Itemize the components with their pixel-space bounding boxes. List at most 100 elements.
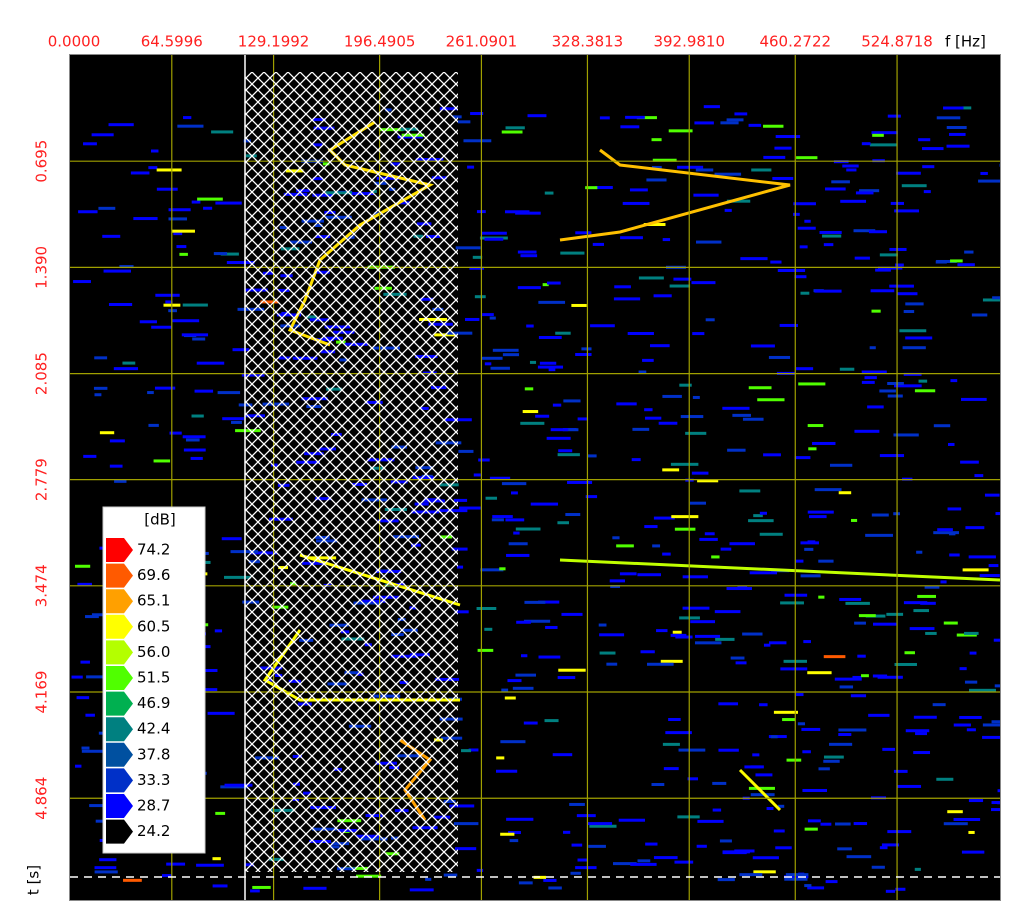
texture-dash: [538, 655, 561, 659]
texture-dash: [918, 379, 928, 383]
texture-dash: [682, 606, 710, 610]
texture-dash: [671, 515, 699, 519]
x-tick-label: 392.9810: [653, 33, 725, 51]
texture-dash: [484, 362, 492, 366]
texture-dash: [957, 263, 975, 267]
texture-dash: [895, 887, 906, 891]
texture-dash: [748, 386, 772, 390]
texture-dash: [719, 839, 732, 843]
selection-hatch[interactable]: [245, 72, 458, 872]
texture-dash: [712, 808, 722, 812]
texture-dash: [501, 482, 527, 486]
texture-dash: [74, 564, 91, 568]
texture-dash: [882, 747, 896, 751]
texture-dash: [823, 755, 844, 759]
texture-dash: [793, 212, 800, 216]
texture-dash: [893, 433, 919, 437]
texture-dash: [506, 553, 530, 557]
texture-dash: [773, 710, 798, 714]
texture-dash: [653, 516, 675, 520]
texture-dash: [739, 873, 763, 877]
colorbar-label: 42.4: [137, 720, 170, 738]
texture-dash: [786, 758, 802, 762]
texture-dash: [530, 502, 559, 506]
texture-dash: [512, 686, 534, 690]
texture-dash: [886, 612, 904, 616]
colorbar-swatch: [106, 742, 133, 767]
texture-dash: [950, 379, 958, 383]
texture-dash: [148, 166, 158, 170]
texture-dash: [873, 622, 897, 626]
texture-dash: [83, 454, 97, 458]
texture-dash: [797, 722, 806, 726]
texture-dash: [879, 846, 888, 850]
texture-dash: [86, 675, 113, 679]
texture-dash: [656, 629, 668, 633]
texture-dash: [81, 749, 110, 753]
texture-dash: [190, 456, 203, 460]
texture-dash: [524, 387, 534, 391]
texture-dash: [468, 748, 479, 752]
texture-dash: [755, 773, 773, 777]
texture-dash: [922, 165, 935, 169]
y-tick-label: 3.474: [33, 564, 51, 607]
texture-dash: [697, 819, 724, 823]
texture-dash: [192, 337, 206, 341]
texture-dash: [953, 723, 971, 727]
texture-dash: [966, 728, 976, 732]
texture-dash: [692, 332, 705, 336]
texture-dash: [940, 580, 947, 584]
texture-dash: [409, 888, 434, 892]
texture-dash: [726, 199, 751, 203]
texture-dash: [467, 165, 475, 169]
texture-dash: [974, 474, 984, 478]
colorbar-label: 33.3: [137, 771, 170, 789]
texture-dash: [994, 684, 1000, 688]
texture-dash: [632, 427, 650, 431]
texture-dash: [943, 822, 968, 826]
texture-dash: [625, 115, 645, 119]
texture-dash: [443, 873, 458, 877]
texture-dash: [592, 242, 605, 246]
texture-dash: [804, 219, 811, 223]
texture-dash: [478, 458, 490, 462]
texture-dash: [609, 579, 625, 583]
texture-dash: [538, 335, 562, 339]
texture-dash: [825, 880, 838, 884]
texture-dash: [197, 197, 223, 201]
texture-dash: [176, 245, 187, 249]
texture-dash: [492, 348, 519, 352]
texture-dash: [585, 495, 598, 499]
texture-dash: [894, 384, 922, 388]
texture-dash: [680, 415, 704, 419]
texture-dash: [809, 515, 827, 519]
texture-dash: [585, 186, 598, 190]
texture-dash: [714, 172, 742, 176]
texture-dash: [991, 801, 1000, 805]
colorbar-label: 74.2: [137, 541, 170, 559]
texture-dash: [643, 223, 666, 227]
texture-dash: [982, 298, 1000, 302]
texture-dash: [748, 786, 775, 790]
texture-dash: [133, 217, 158, 221]
texture-dash: [303, 886, 327, 890]
x-tick-label: 460.2722: [759, 33, 831, 51]
texture-dash: [545, 625, 558, 629]
texture-dash: [526, 324, 534, 328]
texture-dash: [820, 822, 832, 826]
texture-dash: [687, 777, 699, 781]
texture-dash: [108, 302, 133, 306]
texture-dash: [991, 720, 1000, 724]
texture-dash: [962, 568, 989, 572]
texture-dash: [918, 138, 931, 142]
plot-frame: [69, 54, 1001, 901]
colorbar-label: 46.9: [137, 694, 170, 712]
texture-dash: [822, 234, 842, 238]
texture-dash: [752, 856, 779, 860]
texture-dash: [763, 124, 784, 128]
texture-dash: [473, 473, 481, 477]
texture-dash: [165, 300, 173, 304]
texture-dash: [221, 537, 242, 541]
texture-dash: [78, 210, 98, 214]
texture-dash: [214, 629, 223, 633]
